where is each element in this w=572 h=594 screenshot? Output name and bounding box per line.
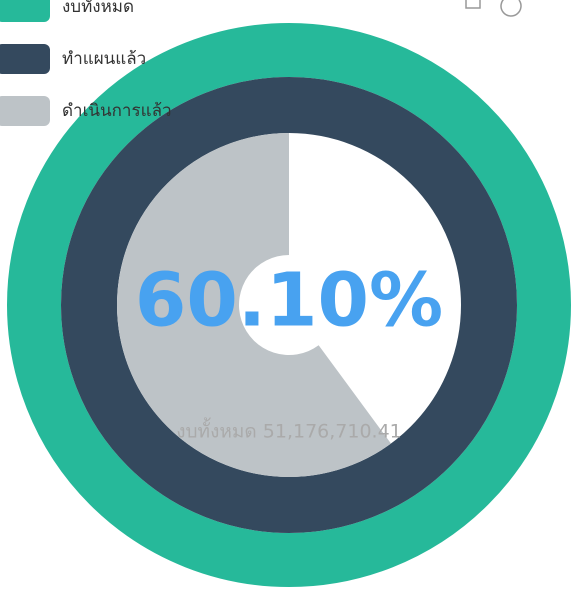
legend-label: งบทั้งหมด [62,0,134,17]
save-icon[interactable] [465,0,481,9]
toolbox[interactable] [465,0,522,17]
legend-label: ดำเนินการแล้ว [62,101,172,121]
legend-label: ทำแผนแล้ว [62,49,146,69]
rings [7,23,571,587]
legend-swatch [0,44,50,74]
refresh-icon[interactable] [500,0,522,17]
subtitle: งบทั้งหมด 51,176,710.41 [176,418,402,443]
legend-swatch [0,0,50,22]
ring [61,77,517,533]
center-value-label: 60.10% [135,258,443,344]
pie-slice [117,133,391,478]
ring [7,23,571,587]
legend-swatch [0,96,50,126]
